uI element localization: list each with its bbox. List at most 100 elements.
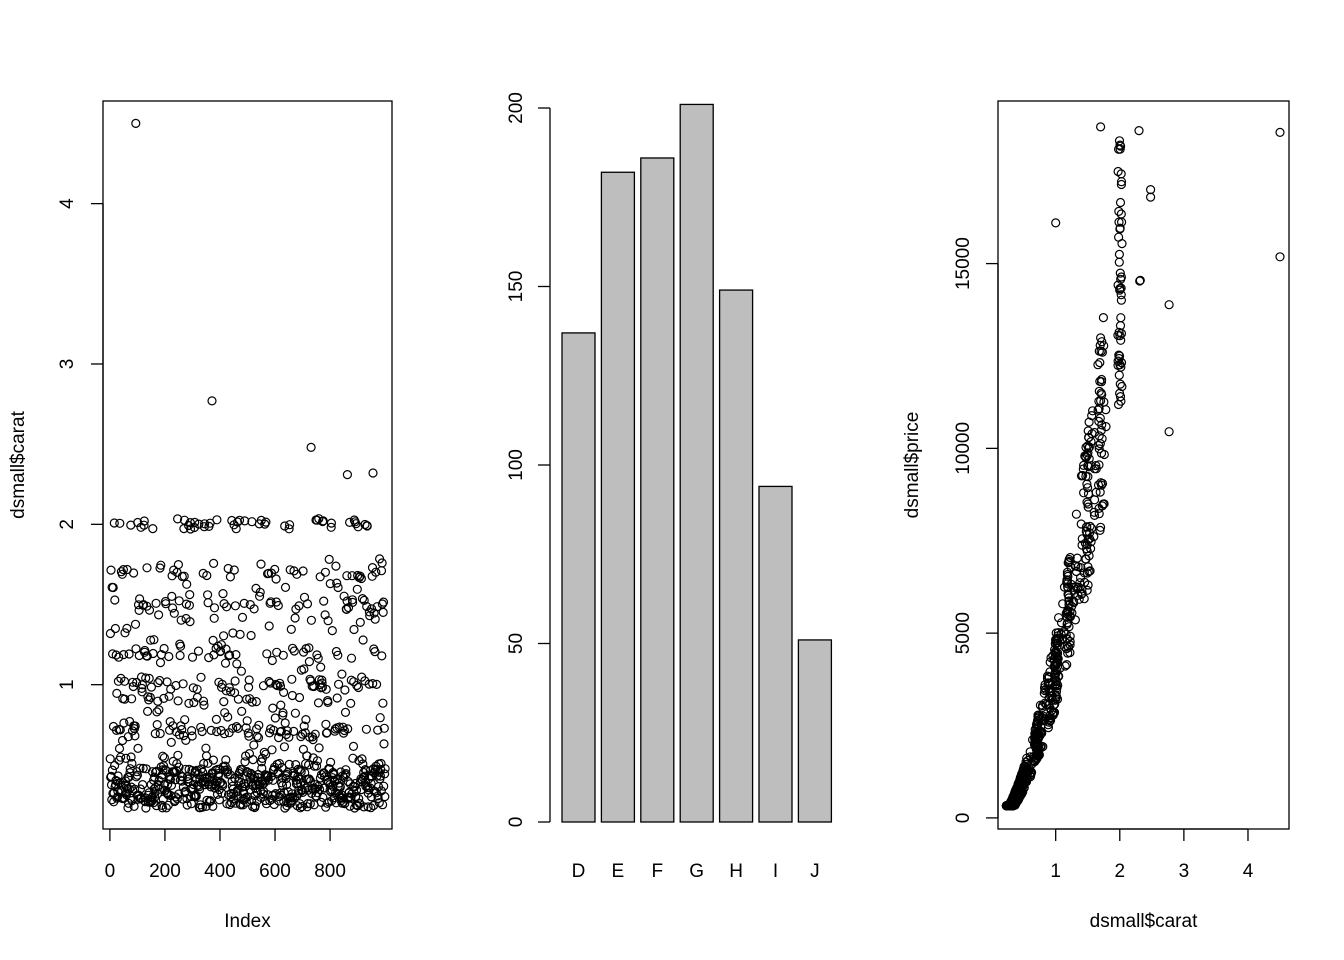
data-point bbox=[221, 686, 231, 696]
data-point bbox=[326, 757, 336, 767]
data-point bbox=[223, 712, 233, 722]
data-point bbox=[1062, 579, 1073, 589]
data-point bbox=[285, 565, 295, 575]
data-point bbox=[128, 677, 138, 687]
data-point bbox=[225, 572, 235, 582]
data-point bbox=[299, 721, 309, 731]
data-point bbox=[248, 754, 258, 765]
data-point bbox=[1010, 800, 1020, 810]
data-point bbox=[359, 802, 369, 812]
data-point bbox=[267, 745, 277, 755]
data-point bbox=[1094, 386, 1104, 396]
data-point bbox=[379, 723, 389, 733]
data-point bbox=[212, 789, 223, 800]
category-label: I bbox=[773, 861, 778, 882]
data-point bbox=[237, 612, 248, 623]
data-point bbox=[240, 516, 250, 526]
data-point bbox=[235, 629, 245, 640]
data-point bbox=[154, 705, 164, 715]
data-point bbox=[169, 608, 179, 618]
data-point bbox=[209, 558, 219, 569]
data-point bbox=[1115, 379, 1125, 389]
data-point bbox=[1060, 661, 1070, 671]
data-point bbox=[208, 801, 218, 812]
data-point bbox=[359, 595, 369, 606]
data-point bbox=[1032, 751, 1043, 761]
price-carat-points bbox=[1001, 122, 1285, 811]
data-point bbox=[332, 578, 342, 588]
data-point bbox=[1116, 295, 1127, 305]
data-point bbox=[224, 651, 234, 661]
data-point bbox=[219, 729, 229, 739]
data-point bbox=[1050, 639, 1060, 649]
data-point bbox=[331, 646, 341, 657]
data-point bbox=[370, 614, 380, 624]
data-point bbox=[1064, 596, 1074, 606]
data-point bbox=[1095, 522, 1106, 532]
data-point bbox=[342, 571, 352, 581]
data-point bbox=[1275, 127, 1285, 137]
data-point bbox=[218, 588, 228, 599]
data-point bbox=[312, 515, 322, 525]
price-carat-y-axis: 0 5000 10000 15000 bbox=[953, 237, 999, 823]
data-point bbox=[184, 698, 194, 709]
data-point bbox=[242, 694, 252, 704]
data-point bbox=[1114, 206, 1124, 216]
data-point bbox=[1082, 568, 1093, 578]
data-point bbox=[342, 470, 352, 480]
data-point bbox=[362, 601, 372, 612]
data-point bbox=[172, 794, 182, 804]
data-point bbox=[152, 719, 162, 730]
data-point bbox=[361, 724, 371, 734]
category-label: E bbox=[612, 861, 625, 882]
data-point bbox=[1116, 179, 1127, 190]
data-point bbox=[1062, 607, 1072, 617]
data-point bbox=[340, 685, 350, 695]
category-label: G bbox=[689, 861, 704, 882]
data-point bbox=[237, 706, 247, 717]
data-point bbox=[278, 708, 288, 718]
data-point bbox=[1065, 640, 1075, 650]
data-point bbox=[1164, 300, 1174, 310]
data-point bbox=[1116, 274, 1126, 284]
data-point bbox=[1081, 554, 1091, 564]
data-point bbox=[185, 616, 195, 627]
data-point bbox=[218, 781, 228, 791]
data-point bbox=[148, 798, 158, 808]
data-point bbox=[194, 519, 204, 529]
data-point bbox=[120, 694, 130, 704]
carat-index-points bbox=[105, 118, 390, 813]
data-point bbox=[1064, 557, 1074, 568]
category-label: J bbox=[810, 861, 820, 882]
data-point bbox=[333, 582, 343, 593]
data-point bbox=[178, 679, 188, 689]
data-point bbox=[261, 749, 271, 759]
data-point bbox=[302, 802, 312, 812]
data-point bbox=[346, 653, 357, 663]
x-tick-label: 3 bbox=[1179, 861, 1190, 882]
data-point bbox=[133, 743, 143, 754]
data-point bbox=[1115, 197, 1126, 208]
data-point bbox=[308, 734, 318, 745]
x-tick-label: 0 bbox=[105, 861, 116, 882]
data-point bbox=[1054, 671, 1064, 681]
data-point bbox=[171, 727, 181, 737]
data-point bbox=[253, 733, 264, 743]
data-point bbox=[127, 726, 138, 736]
data-point bbox=[208, 755, 218, 765]
data-point bbox=[1083, 499, 1093, 509]
data-point bbox=[314, 743, 324, 753]
data-point bbox=[139, 520, 149, 530]
data-point bbox=[1045, 686, 1056, 696]
data-point bbox=[127, 694, 137, 704]
data-point bbox=[211, 714, 221, 725]
data-point bbox=[1033, 712, 1043, 722]
data-point bbox=[233, 517, 243, 527]
data-point bbox=[356, 573, 366, 584]
data-point bbox=[199, 700, 209, 710]
data-point bbox=[1089, 531, 1099, 542]
data-point bbox=[1077, 534, 1087, 544]
data-point bbox=[342, 596, 352, 606]
data-point bbox=[332, 693, 342, 703]
data-point bbox=[196, 722, 206, 732]
